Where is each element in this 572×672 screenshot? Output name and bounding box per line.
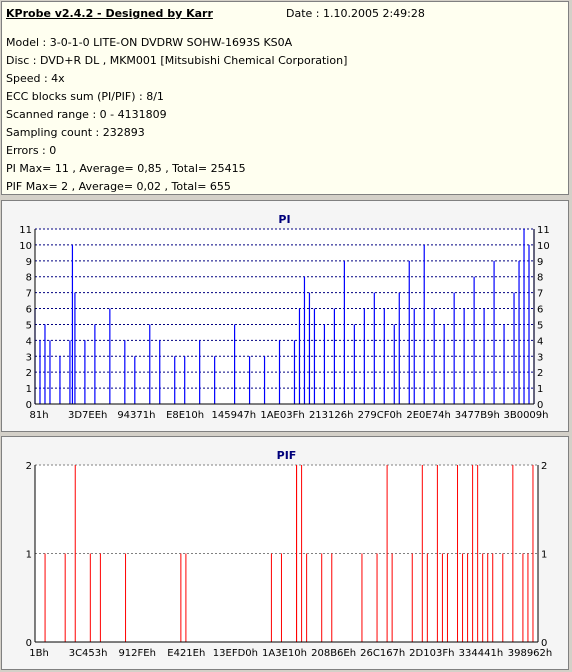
info-panel: KProbe v2.4.2 - Designed by Karr Date : … bbox=[1, 1, 569, 195]
pi-x-tick-label: 2E0E74h bbox=[406, 410, 450, 421]
pif-x-tick-label: 912FEh bbox=[118, 648, 156, 659]
pi-x-tick-label: 3B0009h bbox=[503, 410, 548, 421]
pi-y-tick-label-right: 0 bbox=[537, 400, 543, 411]
pi-y-tick-label-right: 11 bbox=[537, 225, 550, 236]
pi-y-tick-label-left: 3 bbox=[26, 352, 32, 363]
pi-y-tick-label-right: 7 bbox=[537, 289, 543, 300]
info-errors: Errors : 0 bbox=[6, 144, 57, 157]
pif-x-tick-label: 2D103Fh bbox=[409, 648, 454, 659]
pif-x-tick-label: 334441h bbox=[459, 648, 504, 659]
pi-x-tick-label: E8E10h bbox=[166, 410, 204, 421]
pi-y-tick-label-left: 0 bbox=[26, 400, 32, 411]
pi-plot-area bbox=[35, 229, 534, 404]
pif-x-tick-label: 1Bh bbox=[29, 648, 49, 659]
pif-x-tick-label: 1A3E10h bbox=[262, 648, 307, 659]
pi-chart-title: PI bbox=[278, 213, 290, 226]
info-model: Model : 3-0-1-0 LITE-ON DVDRW SOHW-1693S… bbox=[6, 36, 293, 49]
pif-x-tick-label: 3C453h bbox=[69, 648, 108, 659]
pif-chart: PIF 0 0 1 1 2 2 1Bh 3C453h 912FEh E421Eh 13EFD0h 1A3… bbox=[26, 449, 553, 659]
pi-y-tick-label-right: 3 bbox=[537, 352, 543, 363]
pi-y-tick-label-left: 6 bbox=[26, 305, 32, 316]
pi-x-tick-label: 145947h bbox=[212, 410, 257, 421]
pi-y-tick-label-right: 6 bbox=[537, 305, 543, 316]
pi-y-tick-label-left: 2 bbox=[26, 368, 32, 379]
pif-y-tick-label-left: 0 bbox=[26, 638, 32, 649]
info-speed: Speed : 4x bbox=[6, 72, 65, 85]
pi-x-tick-label: 3D7EEh bbox=[68, 410, 107, 421]
pi-y-tick-label-left: 10 bbox=[19, 241, 32, 252]
pi-x-tick-label: 1AE03Fh bbox=[260, 410, 304, 421]
scan-date: Date : 1.10.2005 2:49:28 bbox=[286, 7, 425, 20]
info-pi-stats: PI Max= 11 , Average= 0,85 , Total= 2541… bbox=[6, 162, 246, 175]
pif-y-tick-label-left: 2 bbox=[26, 461, 32, 472]
pif-chart-panel: PIF 0 0 1 1 2 2 1Bh 3C453h 912FEh E421Eh 13EFD0h 1A3… bbox=[1, 436, 569, 670]
info-sampling-count: Sampling count : 232893 bbox=[6, 126, 145, 139]
pi-y-tick-label-left: 7 bbox=[26, 289, 32, 300]
pi-y-tick-label-left: 9 bbox=[26, 257, 32, 268]
pi-x-tick-label: 81h bbox=[29, 410, 48, 421]
info-pif-stats: PIF Max= 2 , Average= 0,02 , Total= 655 bbox=[6, 180, 231, 193]
pi-y-tick-label-left: 8 bbox=[26, 273, 32, 284]
pi-x-tick-label: 3477B9h bbox=[455, 410, 500, 421]
info-disc: Disc : DVD+R DL , MKM001 [Mitsubishi Che… bbox=[6, 54, 348, 67]
pi-y-tick-label-right: 4 bbox=[537, 336, 543, 347]
pi-chart-panel: PI 0 0 1 1 2 2 3 3 4 4 5 5 6 6 7 7 8 8 9 9 10 10 11 11 81h 3D7EEh 9… bbox=[1, 200, 569, 432]
pi-y-tick-label-right: 2 bbox=[537, 368, 543, 379]
app-title: KProbe v2.4.2 - Designed by Karr bbox=[6, 7, 213, 20]
pi-y-tick-label-right: 5 bbox=[537, 320, 543, 331]
pif-x-tick-label: E421Eh bbox=[167, 648, 205, 659]
info-ecc-blocks: ECC blocks sum (PI/PIF) : 8/1 bbox=[6, 90, 164, 103]
pi-y-tick-label-left: 1 bbox=[26, 384, 32, 395]
pi-x-tick-label: 279CF0h bbox=[358, 410, 403, 421]
pif-x-tick-label: 398962h bbox=[508, 648, 553, 659]
pi-y-tick-label-left: 5 bbox=[26, 320, 32, 331]
pif-y-tick-label-right: 0 bbox=[541, 638, 547, 649]
pif-y-tick-label-left: 1 bbox=[26, 550, 32, 561]
info-scanned-range: Scanned range : 0 - 4131809 bbox=[6, 108, 167, 121]
pi-x-tick-label: 213126h bbox=[309, 410, 354, 421]
pif-x-tick-label: 208B6Eh bbox=[311, 648, 356, 659]
pif-y-tick-label-right: 2 bbox=[541, 461, 547, 472]
pif-x-tick-label: 26C167h bbox=[360, 648, 405, 659]
pi-y-tick-label-left: 11 bbox=[19, 225, 32, 236]
pi-y-tick-label-right: 1 bbox=[537, 384, 543, 395]
pif-chart-title: PIF bbox=[277, 449, 297, 462]
pi-y-tick-label-right: 8 bbox=[537, 273, 543, 284]
pi-y-tick-label-right: 9 bbox=[537, 257, 543, 268]
pif-plot-area bbox=[35, 465, 538, 642]
pi-y-tick-label-left: 4 bbox=[26, 336, 32, 347]
pi-x-tick-label: 94371h bbox=[117, 410, 155, 421]
pif-x-tick-label: 13EFD0h bbox=[213, 648, 258, 659]
pi-y-tick-label-right: 10 bbox=[537, 241, 550, 252]
pif-y-tick-label-right: 1 bbox=[541, 550, 547, 561]
